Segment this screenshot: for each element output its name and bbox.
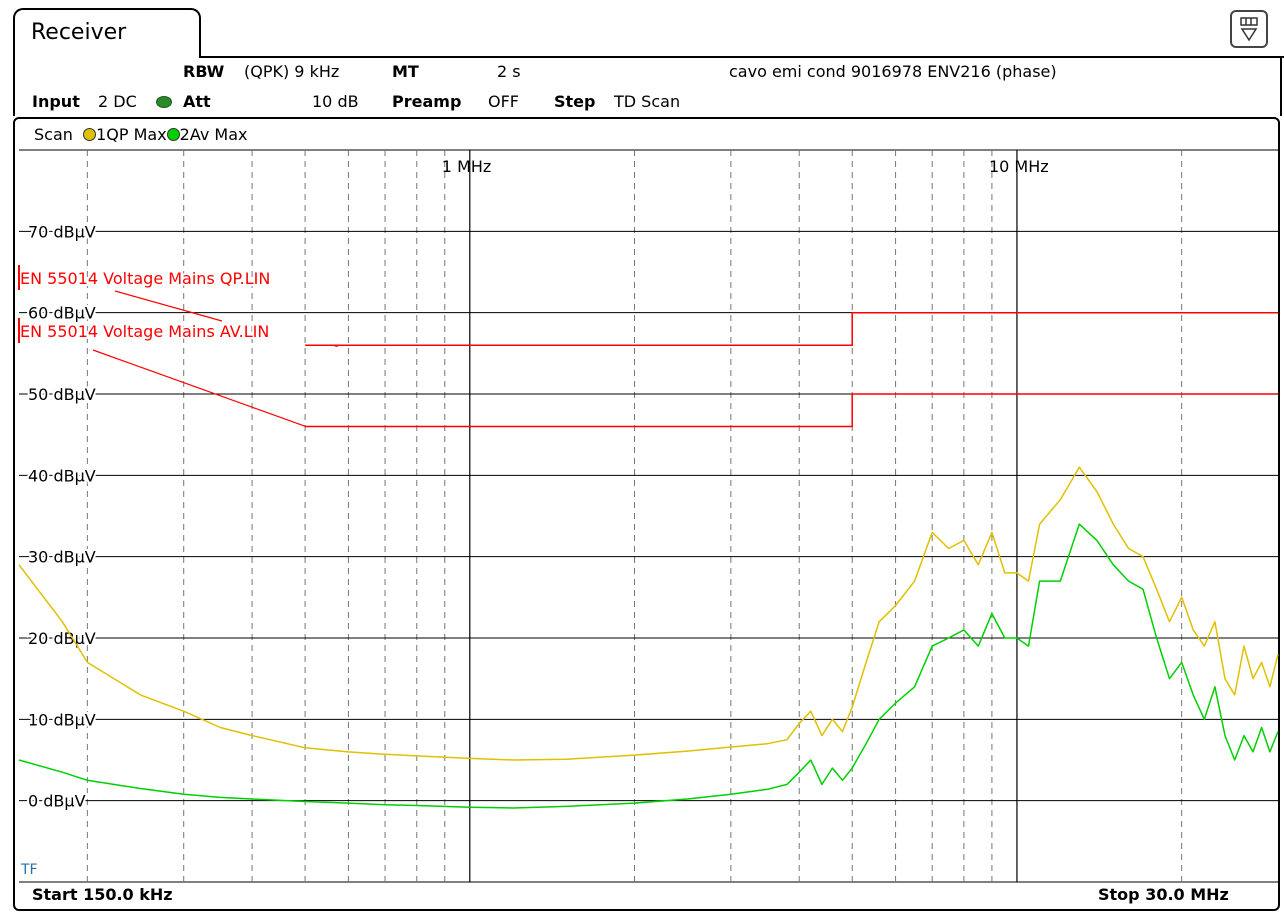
y-tick-label: 10 dBµV (28, 710, 96, 729)
step-label: Step (554, 92, 596, 111)
measurement-description: cavo emi cond 9016978 ENV216 (phase) (729, 62, 1057, 81)
y-tick-label: 60 dBµV (28, 304, 96, 323)
y-tick-label: 50 dBµV (28, 385, 96, 404)
preamp-value: OFF (488, 92, 519, 111)
menu-dropdown-icon[interactable] (1230, 10, 1268, 48)
scan-label: Scan (34, 125, 73, 144)
step-value: TD Scan (614, 92, 681, 111)
limit-label: EN 55014 Voltage Mains AV.LIN (20, 322, 269, 341)
trace2-marker-icon (166, 128, 180, 141)
limit-leader-line (114, 290, 223, 322)
x-tick-label: 10 MHz (989, 157, 1049, 176)
y-tick-label: 20 dBµV (28, 629, 96, 648)
tab-receiver[interactable]: Receiver (13, 8, 201, 58)
att-label: Att (183, 92, 211, 111)
header-right-border (1280, 56, 1282, 116)
trace1-label: 1QP Max (96, 125, 167, 144)
trace1-marker-icon (83, 128, 97, 141)
trace-legend: Scan 1QP Max 2Av Max (34, 125, 248, 144)
rbw-label: RBW (183, 62, 225, 81)
tab-underline (199, 56, 1284, 58)
limit-leader-line (92, 349, 307, 428)
rbw-value: (QPK) 9 kHz (244, 62, 340, 81)
mt-label: MT (392, 62, 419, 81)
input-label: Input (32, 92, 80, 111)
diagram-frame (13, 117, 1280, 911)
start-frequency: Start 150.0 kHz (32, 885, 173, 904)
input-coupling-icon (156, 96, 172, 108)
limit-line (305, 393, 1278, 428)
mt-value: 2 s (497, 62, 521, 81)
preamp-label: Preamp (392, 92, 462, 111)
y-tick-label: 70 dBµV (28, 222, 96, 241)
trace-1qp-max (18, 466, 1279, 761)
tab-receiver-label: Receiver (31, 20, 127, 45)
menu-dropdown-glyph (1240, 17, 1258, 42)
input-value: 2 DC (98, 92, 137, 111)
header-left-border (13, 56, 15, 116)
stop-frequency: Stop 30.0 MHz (1098, 885, 1229, 904)
limit-line (305, 311, 1278, 346)
y-tick-label: 40 dBµV (28, 466, 96, 485)
y-tick-label: 30 dBµV (28, 548, 96, 567)
att-value: 10 dB (312, 92, 359, 111)
tf-label: TF (20, 862, 38, 878)
y-tick-label: 0 dBµV (28, 792, 86, 811)
trace-2av-max (18, 523, 1279, 809)
x-tick-label: 1 MHz (442, 157, 492, 176)
limit-label: EN 55014 Voltage Mains QP.LIN (20, 269, 270, 288)
trace2-label: 2Av Max (179, 125, 248, 144)
